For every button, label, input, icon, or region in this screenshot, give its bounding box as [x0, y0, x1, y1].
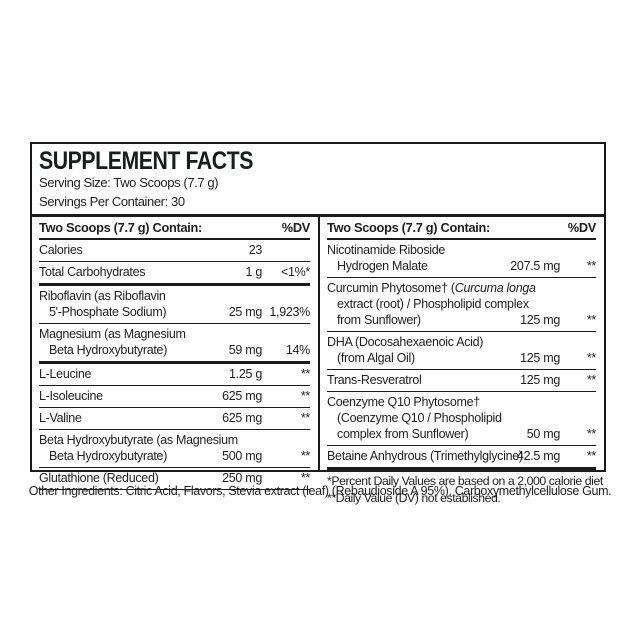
column-header-row: Two Scoops (7.7 g) Contain: %DV	[327, 217, 597, 241]
fact-row: Glutathione (Reduced) 250 mg **	[39, 468, 310, 491]
amount-value: 250 mg	[222, 471, 262, 486]
facts-column-right: Two Scoops (7.7 g) Contain: %DV Nicotina…	[318, 217, 604, 505]
fact-row: L-Leucine 1.25 g **	[39, 364, 310, 387]
ingredient-name-line: Coenzyme Q10 Phytosome†	[327, 395, 480, 410]
ingredient-name-line: Beta Hydroxybutyrate)	[49, 343, 168, 358]
amount-value: 1 g	[245, 265, 263, 280]
ingredient-name-line: L-Valine	[39, 411, 82, 426]
daily-value: 1,923%	[269, 305, 310, 320]
fact-rows: Nicotinamide Riboside Hydrogen Malate 207.…	[327, 240, 596, 471]
ingredient-name-line: L-Leucine	[39, 367, 92, 382]
ingredient-name-line: Magnesium (as Magnesium	[39, 327, 186, 342]
ingredient-name-line: (from Algal Oil)	[337, 351, 415, 366]
amount-value: 207.5 mg	[510, 259, 560, 274]
amount-value: 625 mg	[222, 389, 262, 404]
fact-row: Beta Hydroxybutyrate (as Magnesium Beta H…	[39, 430, 310, 469]
footnote-line: **Daily Value (DV) not established.	[327, 490, 501, 505]
ingredient-name-line: Curcumin Phytosome† (Curcuma longa	[327, 281, 536, 296]
amount-value: 59 mg	[228, 343, 263, 358]
amount-value: 23	[248, 243, 263, 258]
daily-value: **	[300, 471, 310, 486]
daily-value: **	[586, 427, 596, 442]
footnotes: *Percent Daily Values are based on a 2,0…	[327, 470, 603, 508]
amount-value: 42.5 mg	[516, 449, 560, 464]
daily-value: 14%	[285, 343, 310, 358]
daily-value: **	[586, 351, 596, 366]
ingredient-name-line: complex from Sunflower)	[337, 427, 469, 442]
ingredient-name-line: (Coenzyme Q10 / Phospholipid	[337, 411, 502, 426]
ingredient-name-line: 5'-Phosphate Sodium)	[49, 305, 167, 320]
daily-value: **	[300, 411, 310, 426]
fact-row: Total Carbohydrates 1 g <1%*	[39, 262, 310, 287]
fact-rows: Calories 23 Total Carbohydrates 1 g <1%* Ribo…	[39, 240, 310, 491]
daily-value: **	[300, 449, 310, 464]
daily-value: **	[586, 373, 596, 388]
ingredient-name-line: Trans-Resveratrol	[327, 373, 422, 388]
fact-row: Nicotinamide Riboside Hydrogen Malate 207.…	[327, 240, 596, 279]
daily-value: **	[586, 313, 596, 328]
ingredient-name-line: Hydrogen Malate	[337, 259, 428, 274]
column-header-label: Two Scoops (7.7 g) Contain:	[327, 220, 490, 236]
ingredient-name-line: Beta Hydroxybutyrate (as Magnesium	[39, 433, 238, 448]
ingredient-name-line: Total Carbohydrates	[39, 265, 146, 280]
amount-value: 125 mg	[520, 373, 560, 388]
fact-row: Magnesium (as Magnesium Beta Hydroxybutyr…	[39, 324, 310, 365]
fact-row: Curcumin Phytosome† (Curcuma longa extrac…	[327, 278, 596, 333]
daily-value: **	[586, 259, 596, 274]
dv-header-label: %DV	[281, 220, 311, 236]
amount-value: 625 mg	[222, 411, 262, 426]
fact-row: L-Valine 625 mg **	[39, 408, 310, 431]
column-header-row: Two Scoops (7.7 g) Contain: %DV	[39, 217, 311, 241]
fact-row: Betaine Anhydrous (Trimethylglycine) 42.5…	[327, 446, 596, 471]
daily-value: <1%*	[280, 265, 310, 280]
ingredient-name-line: Calories	[39, 243, 83, 258]
ingredient-name-line: Nicotinamide Riboside	[327, 243, 446, 258]
fact-row: Coenzyme Q10 Phytosome† (Coenzyme Q10 / P…	[327, 392, 596, 447]
daily-value: **	[300, 389, 310, 404]
column-header-label: Two Scoops (7.7 g) Contain:	[39, 220, 202, 236]
servings-per-container: Servings Per Container: 30	[39, 193, 185, 209]
amount-value: 125 mg	[520, 313, 560, 328]
facts-table: Two Scoops (7.7 g) Contain: %DV Calories…	[32, 214, 604, 505]
fact-row: Calories 23	[39, 240, 310, 263]
footnote-line: *Percent Daily Values are based on a 2,0…	[327, 474, 603, 489]
ingredient-name-line: from Sunflower)	[337, 313, 421, 328]
facts-column-left: Two Scoops (7.7 g) Contain: %DV Calories…	[32, 217, 318, 491]
ingredient-name-line: Riboflavin (as Riboflavin	[39, 289, 166, 304]
amount-value: 1.25 g	[229, 367, 262, 382]
ingredient-name-line: DHA (Docosahexaenoic Acid)	[327, 335, 484, 350]
panel-title: SUPPLEMENT FACTS	[39, 147, 253, 175]
amount-value: 500 mg	[222, 449, 262, 464]
daily-value: **	[300, 367, 310, 382]
panel-header-area: SUPPLEMENT FACTS Serving Size: Two Scoop…	[32, 144, 604, 214]
fact-row: Trans-Resveratrol 125 mg **	[327, 370, 596, 393]
other-ingredients-text: Other Ingredients: Citric Acid, Flavors,…	[28, 484, 612, 498]
serving-size: Serving Size: Two Scoops (7.7 g)	[39, 175, 219, 191]
supplement-facts-panel: SUPPLEMENT FACTS Serving Size: Two Scoop…	[30, 142, 606, 505]
ingredient-name-line: Glutathione (Reduced)	[39, 471, 159, 486]
amount-value: 50 mg	[526, 427, 561, 442]
fact-row: DHA (Docosahexaenoic Acid) (from Algal Oi…	[327, 332, 596, 371]
ingredient-name-line: Betaine Anhydrous (Trimethylglycine)	[327, 449, 523, 464]
amount-value: 25 mg	[228, 305, 263, 320]
daily-value: **	[586, 449, 596, 464]
ingredient-name-line: extract (root) / Phospholipid complex	[337, 297, 529, 312]
fact-row: L-Isoleucine 625 mg **	[39, 386, 310, 409]
ingredient-name-line: L-Isoleucine	[39, 389, 103, 404]
dv-header-label: %DV	[567, 220, 597, 236]
ingredient-name-line: Beta Hydroxybutyrate)	[49, 449, 168, 464]
amount-value: 125 mg	[520, 351, 560, 366]
fact-row: Riboflavin (as Riboflavin 5'-Phosphate So…	[39, 286, 310, 325]
